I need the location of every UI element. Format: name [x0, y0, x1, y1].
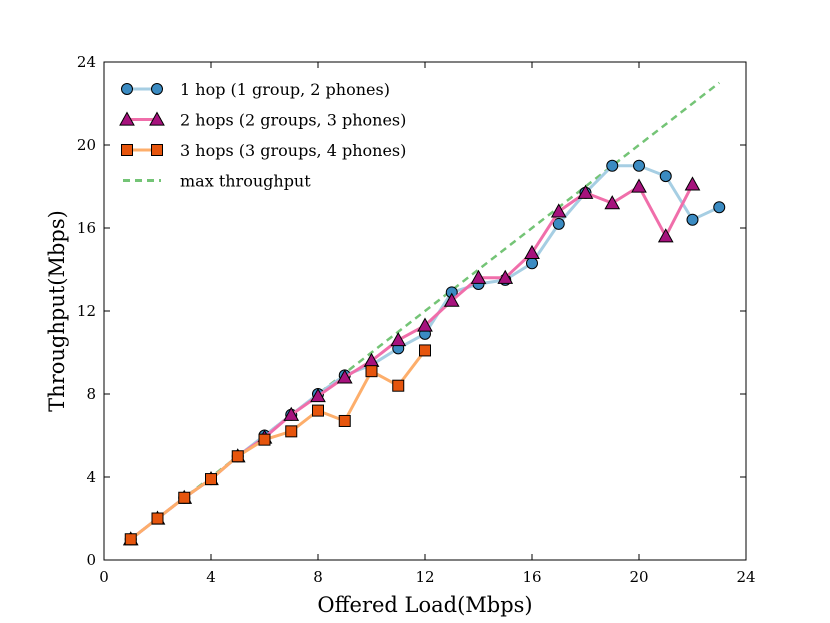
data-point: [283, 406, 300, 421]
y-tick-label: 0: [86, 551, 96, 569]
x-tick-label: 8: [313, 568, 323, 586]
data-point: [205, 473, 217, 486]
data-point: [151, 512, 164, 525]
data-point: [526, 257, 538, 270]
data-point: [310, 388, 326, 403]
data-point: [178, 491, 191, 504]
series-2: [124, 344, 431, 546]
data-point: [552, 217, 565, 230]
data-point: [392, 379, 405, 392]
data-point: [419, 344, 431, 357]
data-point: [659, 170, 672, 183]
legend-marker: [119, 111, 135, 126]
legend: 1 hop (1 group, 2 phones) 2 hops (2 group…: [119, 80, 406, 191]
data-point: [285, 425, 298, 438]
data-point: [417, 317, 433, 332]
data-point: [713, 201, 726, 214]
x-tick-label: 0: [99, 568, 109, 586]
legend-marker: [149, 111, 165, 126]
data-point: [124, 533, 137, 546]
legend-marker: [151, 144, 163, 156]
data-point: [338, 414, 351, 427]
legend-label: 3 hops (3 groups, 4 phones): [180, 141, 406, 160]
data-point: [524, 244, 540, 259]
x-tick-label: 16: [522, 568, 541, 586]
data-point: [550, 203, 567, 218]
y-tick-label: 24: [77, 53, 96, 71]
legend-marker: [121, 83, 133, 95]
data-point: [604, 195, 621, 210]
y-tick-label: 4: [86, 468, 96, 486]
data-point: [606, 159, 619, 172]
data-point: [258, 433, 271, 446]
legend-marker: [121, 144, 133, 156]
data-point: [631, 178, 647, 193]
data-point: [470, 269, 487, 284]
x-tick-label: 4: [206, 568, 216, 586]
data-point: [231, 450, 244, 463]
y-tick-label: 20: [77, 136, 96, 154]
x-tick-label: 20: [629, 568, 648, 586]
x-tick-label: 24: [736, 568, 755, 586]
data-point: [365, 365, 378, 378]
y-axis-label: Throughput(Mbps): [45, 210, 69, 412]
legend-label: 2 hops (2 groups, 3 phones): [180, 111, 406, 130]
data-point: [686, 213, 699, 226]
data-point: [684, 176, 701, 191]
data-point: [443, 292, 460, 307]
y-tick-label: 16: [77, 219, 96, 237]
legend-marker: [151, 83, 163, 95]
legend-label: max throughput: [180, 172, 311, 191]
y-tick-label: 8: [86, 385, 96, 403]
data-point: [657, 228, 674, 243]
data-point: [312, 404, 324, 417]
x-tick-label: 12: [415, 568, 434, 586]
x-axis-label: Offered Load(Mbps): [317, 593, 532, 617]
y-tick-label: 12: [77, 302, 96, 320]
data-point: [577, 184, 594, 199]
data-point: [336, 369, 353, 384]
data-point: [390, 332, 407, 347]
legend-label: 1 hop (1 group, 2 phones): [180, 80, 390, 99]
data-point: [633, 159, 645, 172]
data-point: [497, 269, 514, 284]
